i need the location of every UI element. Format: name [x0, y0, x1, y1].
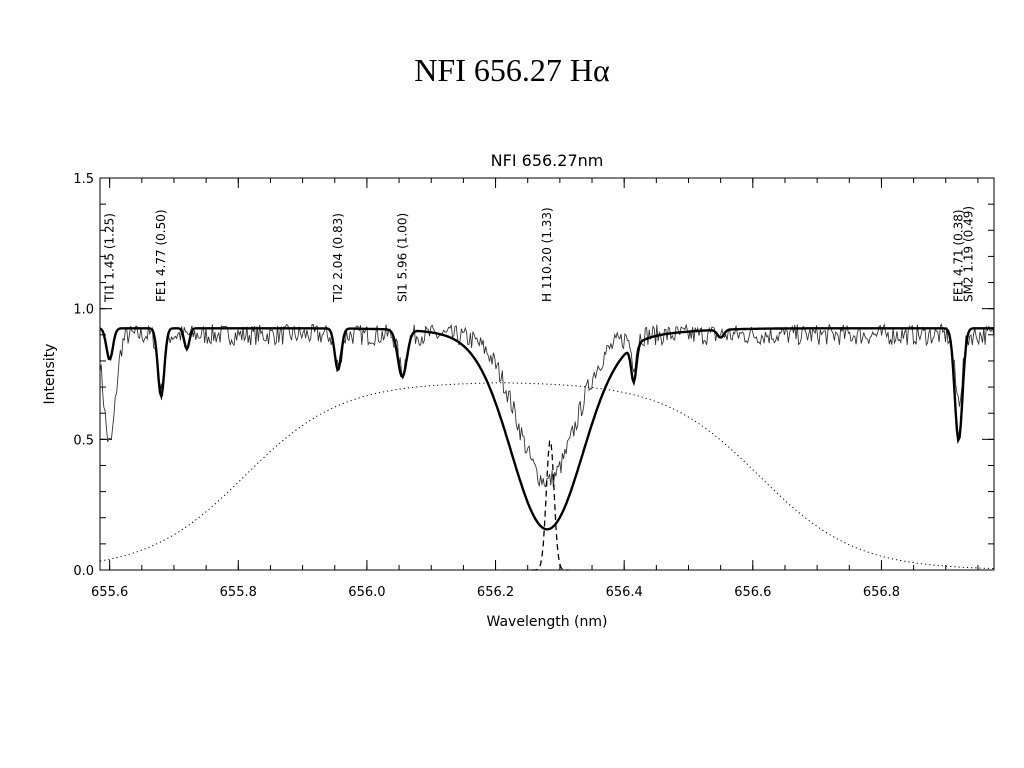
line-label: FE1 4.77 (0.50) [154, 209, 168, 302]
chart-title: NFI 656.27nm [491, 151, 604, 170]
x-tick-label: 656.4 [606, 585, 643, 600]
y-tick-label: 0.5 [73, 433, 94, 448]
y-axis-label: Intensity [42, 344, 58, 405]
x-tick-label: 656.8 [863, 585, 900, 600]
series-dotted [99, 382, 995, 570]
series-thick [99, 327, 994, 531]
y-tick-label: 0.0 [73, 564, 94, 579]
x-tick-label: 656.2 [477, 585, 514, 600]
plot-frame [99, 177, 995, 571]
line-label: TI2 2.04 (0.83) [331, 213, 345, 303]
line-label: FE1 4.71 (0.38) [952, 209, 966, 302]
line-label: H 110.20 (1.33) [540, 207, 554, 302]
line-labels: TI1 1.45 (1.25) FE1 4.77 (0.50) TI2 2.04 (… [103, 206, 976, 303]
line-label: TI1 1.45 (1.25) [103, 213, 117, 303]
x-tick-label: 656.6 [734, 585, 771, 600]
x-axis-label: Wavelength (nm) [487, 614, 608, 630]
series-thin [99, 323, 995, 488]
page-title: NFI 656.27 Hα [414, 52, 610, 88]
x-tick-label: 656.0 [348, 585, 385, 600]
x-tick-label: 655.8 [220, 585, 257, 600]
y-tick-label: 1.0 [73, 303, 94, 318]
series-dashed [531, 440, 569, 571]
y-tick-label: 1.5 [73, 172, 94, 187]
line-label: SM2 1.19 (0.49) [961, 206, 975, 302]
line-label: SI1 5.96 (1.00) [395, 213, 409, 302]
series-layer [99, 323, 995, 571]
axis-ticks: 655.6 655.8 656.0 656.2 656.4 656.6 656.8 0.0 0.… [73, 172, 994, 600]
x-tick-label: 655.6 [91, 585, 128, 600]
